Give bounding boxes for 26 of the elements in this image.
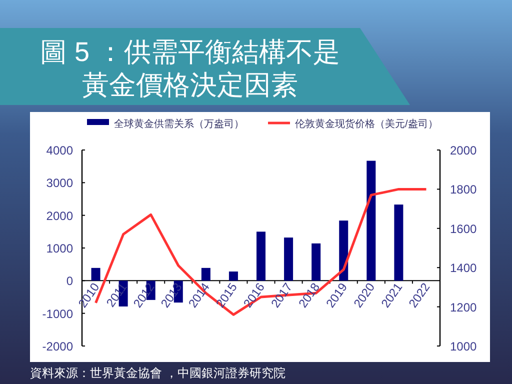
y2-tick-label: 2000 [450,144,478,158]
y-tick-label: 1000 [46,242,74,256]
bar [366,160,376,281]
bar [91,268,100,281]
bar [284,238,294,281]
bar [256,232,266,281]
y-tick-label: 0 [66,274,74,288]
chart-title: 圖 5 ：供需平衡結構不是黃金價格決定因素 [40,37,340,100]
bar [228,272,238,281]
y-tick-label: 3000 [46,176,74,190]
y-tick-label: -1000 [42,306,74,321]
y-tick-label: 2000 [46,208,74,223]
bar [339,220,348,281]
y-tick-label: 4000 [46,144,74,158]
y2-tick-label: 1400 [450,261,478,276]
source-note: 資料來源：世界黃金協會 ，中國銀河證券研究院 [30,366,286,380]
y2-tick-label: 1800 [450,182,478,197]
y2-tick-label: 1200 [450,300,478,314]
legend-label: 全球黄金供需关系（万盎司） [114,118,244,130]
y-tick-label: -2000 [42,340,74,354]
bar [201,268,210,281]
legend-label: 伦敦黄金现货价格（美元/盎司） [295,118,438,130]
bar [394,204,404,281]
y2-tick-label: 1600 [450,222,478,236]
bar [312,243,321,281]
y2-tick-label: 1000 [450,340,478,354]
